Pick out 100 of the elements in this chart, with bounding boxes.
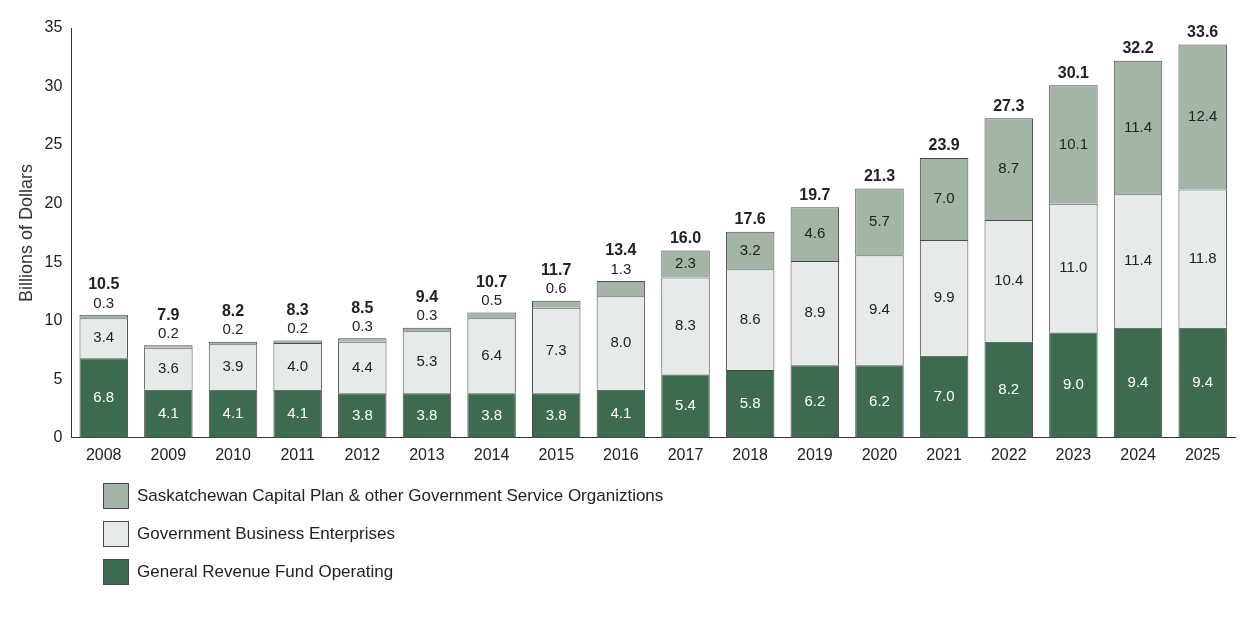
x-tick-label: 2010 [215,445,251,463]
total-label: 8.2 [221,302,245,320]
data-label: 9.9 [933,288,955,306]
y-tick-label: 0 [53,428,63,446]
total-label: 9.4 [415,288,439,306]
data-label: 6.2 [869,391,890,409]
x-tick-label: 2024 [1120,445,1156,463]
data-label: 5.7 [869,211,890,229]
data-label: 4.4 [351,357,373,375]
data-label: 4.1 [610,403,632,421]
total-label: 8.5 [351,298,374,316]
data-label: 3.8 [416,405,438,423]
x-tick-label: 2021 [926,445,962,463]
data-label: 5.4 [675,396,696,414]
y-tick-label: 10 [44,311,63,329]
data-label: 8.9 [804,303,826,321]
data-label: 6.2 [804,391,826,409]
total-label: 7.9 [157,305,180,323]
total-label: 17.6 [734,210,766,228]
data-label: 12.4 [1188,107,1218,125]
total-label: 21.3 [863,166,896,184]
data-label: 11.0 [1059,258,1088,276]
x-tick-label: 2012 [344,445,381,463]
x-tick-label: 2023 [1055,445,1092,463]
data-label: 8.7 [998,159,1020,177]
x-tick-label: 2020 [861,445,898,463]
x-tick-label: 2011 [280,445,315,463]
data-label: 0.3 [351,316,373,334]
y-axis-title: Billions of Dollars [15,163,36,302]
data-label: 4.6 [804,224,826,242]
data-label: 9.4 [1192,372,1214,390]
total-label: 32.2 [1122,39,1154,57]
data-label: 4.1 [287,403,309,421]
data-label: 5.3 [416,352,438,370]
data-label: 3.9 [222,357,244,375]
data-label: 3.4 [93,328,115,346]
x-tick-label: 2016 [603,445,639,463]
total-label: 13.4 [605,241,637,259]
data-label: 3.6 [157,358,179,376]
data-label: 0.2 [157,323,179,341]
data-label: 1.3 [610,259,632,277]
x-tick-label: 2014 [473,445,510,463]
total-label: 19.7 [799,185,831,203]
data-label: 9.4 [1127,372,1149,390]
x-tick-label: 2009 [150,445,187,463]
data-label: 4.0 [287,356,309,374]
total-label: 33.6 [1187,22,1219,40]
data-label: 11.4 [1123,117,1153,135]
x-tick-label: 2018 [732,445,769,463]
legend-label: Saskatchewan Capital Plan & other Government Service Organiztions [137,486,664,506]
data-label: 7.0 [933,386,955,404]
data-label: 9.4 [869,300,890,318]
data-label: 0.6 [545,279,567,297]
data-label: 11.4 [1123,251,1153,269]
y-tick-label: 35 [44,18,63,36]
legend-label: General Revenue Fund Operating [137,562,394,582]
x-tick-label: 2017 [667,445,704,463]
x-tick-label: 2019 [797,445,833,463]
x-tick-label: 2025 [1184,445,1221,463]
data-label: 0.5 [481,291,503,309]
data-label: 0.3 [416,306,438,324]
data-label: 0.2 [222,320,244,338]
y-tick-label: 30 [44,76,63,94]
total-label: 10.7 [476,272,508,290]
total-label: 16.0 [669,228,702,246]
total-label: 30.1 [1057,63,1090,81]
data-label: 10.1 [1058,134,1088,152]
data-label: 9.0 [1062,375,1084,393]
total-label: 11.7 [541,261,572,279]
data-label: 0.2 [287,319,309,337]
data-label: 11.8 [1188,248,1217,266]
data-label: 0.3 [93,293,115,311]
total-label: 10.5 [88,275,120,293]
legend-label: Government Business Enterprises [137,524,395,544]
data-label: 6.4 [481,345,503,363]
data-label: 6.8 [93,388,115,406]
data-label: 8.6 [739,309,761,327]
data-label: 10.4 [994,271,1024,289]
data-label: 8.3 [675,316,696,334]
y-tick-label: 20 [44,194,63,212]
x-tick-label: 2022 [990,445,1027,463]
data-label: 4.1 [222,403,244,421]
x-tick-label: 2015 [538,445,575,463]
data-label: 3.8 [481,405,503,423]
total-label: 8.3 [286,301,309,319]
data-label: 7.0 [933,189,955,207]
data-label: 2.3 [675,254,696,272]
x-tick-label: 2008 [85,445,122,463]
data-label: 3.8 [351,405,373,423]
data-label: 8.0 [610,333,632,351]
y-tick-label: 15 [44,252,63,270]
y-tick-label: 25 [44,135,63,153]
x-tick-label: 2013 [409,445,445,463]
total-label: 27.3 [993,96,1025,114]
total-label: 23.9 [928,136,960,154]
data-label: 3.8 [545,405,567,423]
data-label: 3.2 [739,240,761,258]
data-label: 8.2 [998,379,1020,397]
y-tick-label: 5 [53,369,63,387]
data-label: 5.8 [739,393,761,411]
